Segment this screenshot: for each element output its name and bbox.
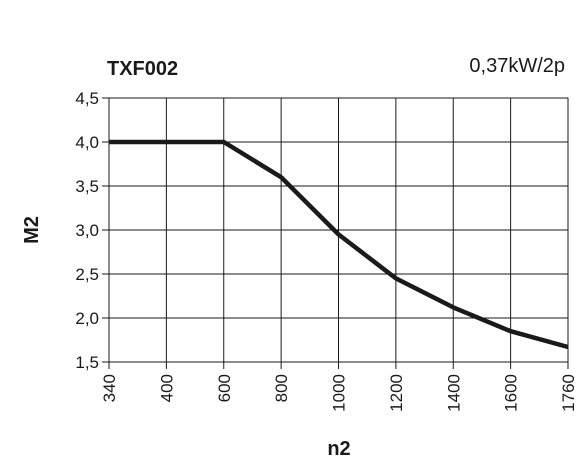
x-tick-label: 1600 xyxy=(502,374,521,412)
y-tick-label: 3,5 xyxy=(75,177,99,196)
y-axis: 4,5 4,0 3,5 3,0 2,5 2,0 1,5 xyxy=(75,89,109,372)
y-tick-label: 2,0 xyxy=(75,309,99,328)
y-tick-label: 3,0 xyxy=(75,221,99,240)
x-tick-label: 800 xyxy=(272,374,291,402)
y-tick-label: 1,5 xyxy=(75,353,99,372)
x-tick-label: 400 xyxy=(157,374,176,402)
x-axis-title: n2 xyxy=(327,438,350,460)
series-points xyxy=(108,141,569,348)
x-tick-label: 1000 xyxy=(330,374,349,412)
x-tick-label: 1200 xyxy=(387,374,406,412)
grid xyxy=(108,97,569,363)
x-tick-label: 600 xyxy=(215,374,234,402)
x-tick-label: 340 xyxy=(100,374,119,402)
y-tick-label: 4,5 xyxy=(75,89,99,108)
x-axis: 340 400 600 800 1000 1200 1400 1600 1760 xyxy=(100,362,578,412)
y-tick-label: 2,5 xyxy=(75,265,99,284)
x-tick-label: 1760 xyxy=(559,374,578,412)
y-tick-label: 4,0 xyxy=(75,133,99,152)
x-tick-label: 1400 xyxy=(444,374,463,412)
chart-title: TXF002 xyxy=(107,58,178,80)
y-axis-title: M2 xyxy=(21,216,43,244)
chart-subtitle: 0,37kW/2p xyxy=(469,55,565,77)
